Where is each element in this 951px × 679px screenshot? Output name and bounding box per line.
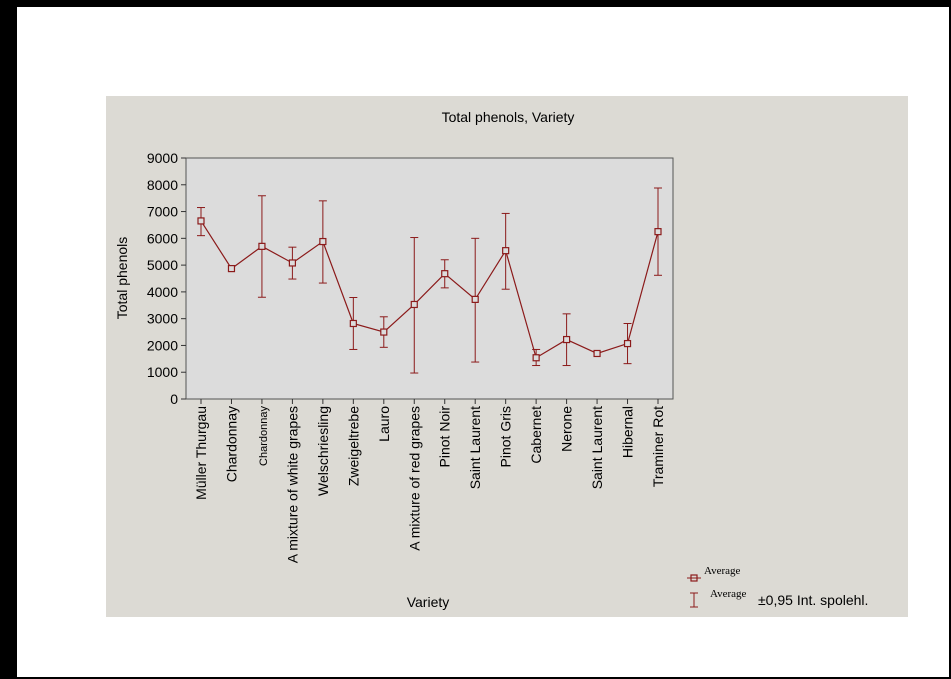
x-tick-label: Pinot Gris [498,406,514,467]
x-tick-label: Traminer Rot [650,406,666,487]
y-tick-label: 8000 [147,177,178,193]
y-tick-label: 6000 [147,230,178,246]
y-axis-label: Total phenols [114,237,130,320]
x-axis: Müller Thurgau Chardonnay Chardonnay A mixt… [193,399,666,563]
y-tick-label: 9000 [147,150,178,166]
x-tick-label: Chardonnay [223,406,239,482]
data-point [502,247,510,255]
y-tick-label: 5000 [147,257,178,273]
chart-title: Total phenols, Variety [442,109,575,125]
legend-mean-marker [690,574,698,582]
data-point [654,228,662,236]
y-tick-label: 1000 [147,364,178,380]
x-tick-label: Saint Laurent [467,406,483,489]
y-tick-label: 3000 [147,311,178,327]
data-point [441,270,449,278]
y-tick-label: 7000 [147,204,178,220]
legend: Average Average ±0,95 Int. spolehl. [687,565,868,608]
x-tick-label: A mixture of white grapes [284,406,300,563]
data-point [563,335,571,344]
plot-area [185,157,674,400]
series-line-average [200,220,659,359]
x-tick-label: Müller Thurgau [193,406,209,500]
legend-interval-suffix: ±0,95 Int. spolehl. [758,592,868,608]
data-point [197,217,205,225]
data-point [319,237,327,246]
x-tick-label: Welschriesling [315,406,331,496]
data-point [623,339,632,348]
x-axis-label: Variety [407,594,450,610]
data-point [288,259,296,267]
x-tick-label: Lauro [376,406,392,442]
chart-panel: Total phenols, Variety 0 1000 2000 3000 4000… [106,96,908,617]
data-point [227,264,236,273]
legend-mean-label: Average [704,565,741,577]
legend-interval-label: Average [710,588,747,600]
data-point [593,349,601,358]
y-tick-label: 2000 [147,337,178,353]
x-tick-label: A mixture of red grapes [406,406,422,551]
x-tick-label: Hibernal [620,406,636,458]
x-tick-label: Pinot Noir [437,406,453,468]
markers [197,217,662,362]
x-tick-label: Chardonnay [258,406,270,466]
data-point [471,295,479,303]
x-tick-label: Zweigeltrebe [345,406,361,486]
data-point [349,319,357,328]
y-tick-label: 0 [170,391,178,407]
x-tick-label: Nerone [559,406,575,452]
data-point [258,242,266,250]
chart: Total phenols, Variety 0 1000 2000 3000 4000… [114,109,868,610]
y-tick-label: 4000 [147,284,178,300]
x-tick-label: Saint Laurent [589,406,605,489]
y-axis: 0 1000 2000 3000 4000 5000 6000 7000 8000 9000 [147,150,186,407]
data-point [532,354,540,362]
data-point [380,328,388,336]
x-tick-label: Cabernet [528,406,544,464]
data-point [410,300,418,309]
